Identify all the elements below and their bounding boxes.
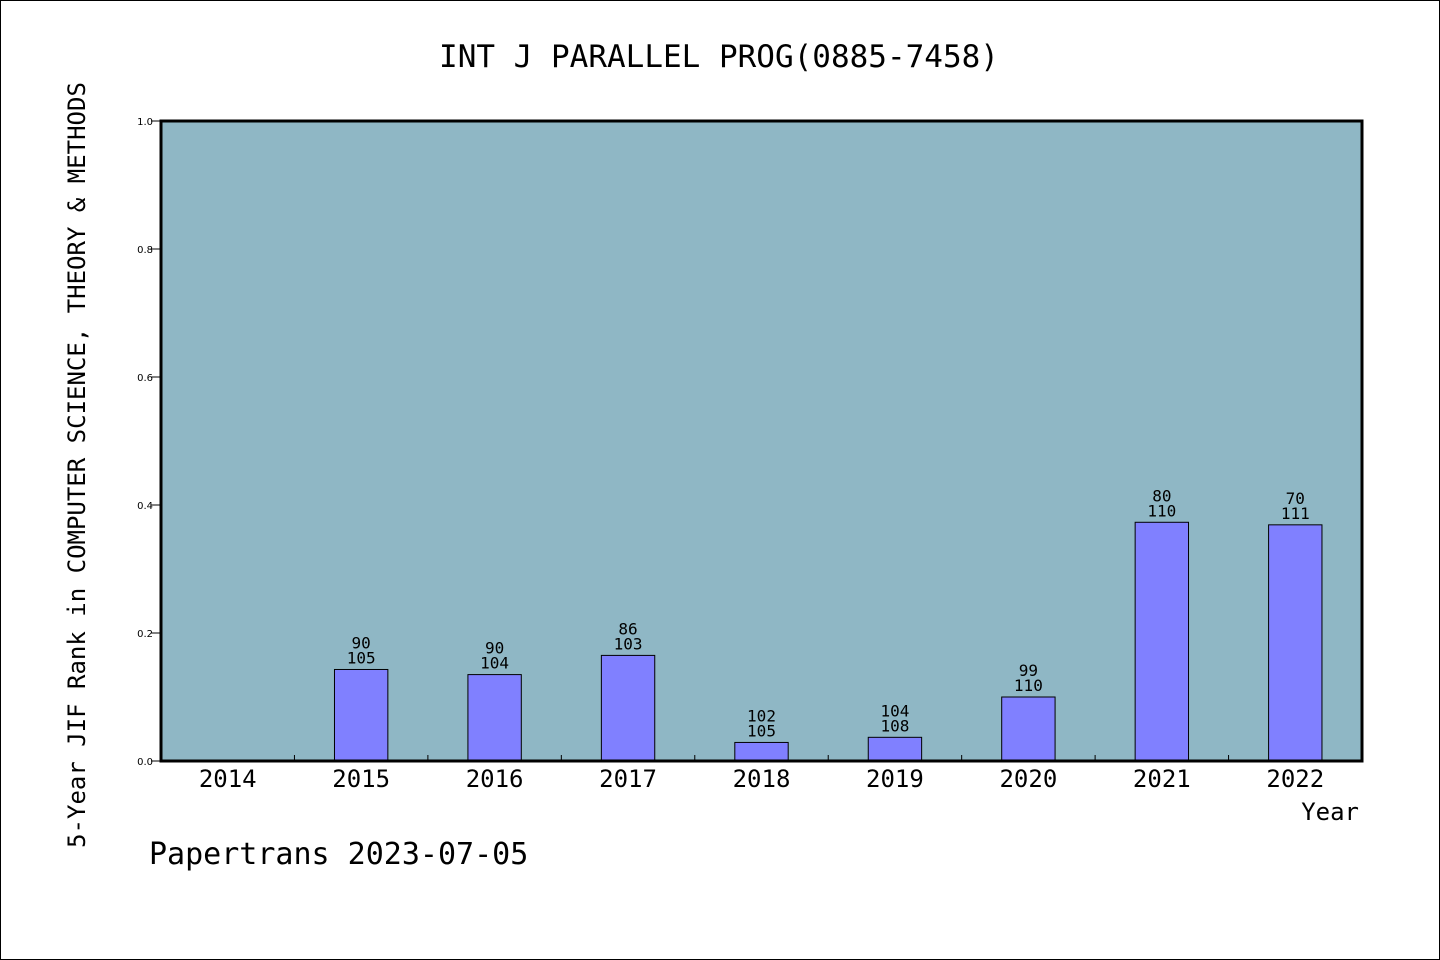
- bar-2018: [734, 741, 789, 762]
- bar-2022: [1268, 524, 1323, 762]
- bar-rank-label-2021: 80: [1152, 486, 1171, 505]
- y-tick-label-0.6: 0.6: [137, 373, 153, 384]
- bar-total-label-2019: 108: [880, 716, 909, 735]
- x-tick-label-2020: 2020: [999, 765, 1057, 793]
- x-tick-label-2017: 2017: [599, 765, 657, 793]
- x-tick-label-2021: 2021: [1133, 765, 1191, 793]
- bar-2019: [867, 736, 923, 762]
- bar-total-label-2021: 110: [1147, 501, 1176, 520]
- chart-title: INT J PARALLEL PROG(0885-7458): [439, 39, 999, 75]
- bar-rank-label-2018: 102: [747, 706, 776, 725]
- x-tick-label-2015: 2015: [332, 765, 390, 793]
- y-tick-label-1.0: 1.0: [137, 117, 153, 128]
- y-tick-label-0.2: 0.2: [137, 629, 153, 640]
- footer-credit: Papertrans 2023-07-05: [149, 837, 528, 872]
- bar-2015: [333, 668, 389, 762]
- bar-total-label-2022: 111: [1281, 504, 1310, 523]
- bar-total-label-2018: 105: [747, 721, 776, 740]
- y-tick-label-0.8: 0.8: [137, 245, 153, 256]
- x-axis-title: Year: [1301, 798, 1359, 826]
- y-tick-label-0.4: 0.4: [137, 501, 153, 512]
- x-tick-label-2018: 2018: [733, 765, 791, 793]
- bar-2016: [467, 674, 522, 762]
- x-tick-label-2016: 2016: [466, 765, 524, 793]
- bar-rank-label-2015: 90: [352, 633, 371, 652]
- bar-total-label-2015: 105: [347, 648, 376, 667]
- bar-2020: [1001, 696, 1056, 762]
- plot-area: 2014901052015901042016861032017102105201…: [137, 117, 1364, 793]
- x-tick-label-2014: 2014: [199, 765, 257, 793]
- bar-rank-label-2016: 90: [485, 639, 504, 658]
- bar-total-label-2016: 104: [480, 654, 509, 673]
- bar-2021: [1134, 521, 1190, 762]
- bar-total-label-2017: 103: [614, 634, 643, 653]
- bar-rank-label-2017: 86: [618, 619, 637, 638]
- bar-2017: [600, 654, 656, 762]
- plot-frame: [159, 119, 1364, 763]
- y-axis-title: 5-Year JIF Rank in COMPUTER SCIENCE, THE…: [63, 82, 91, 848]
- x-tick-label-2022: 2022: [1266, 765, 1324, 793]
- bar-rank-label-2022: 70: [1286, 489, 1305, 508]
- bar-total-label-2020: 110: [1014, 676, 1043, 695]
- y-tick-label-0.0: 0.0: [137, 757, 153, 768]
- x-tick-label-2019: 2019: [866, 765, 924, 793]
- bar-rank-label-2019: 104: [880, 701, 909, 720]
- bar-rank-label-2020: 99: [1019, 661, 1038, 680]
